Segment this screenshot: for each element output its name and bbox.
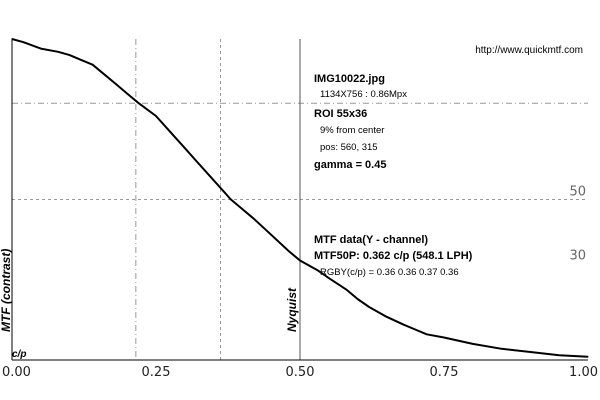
mtf-data-label: MTF data(Y - channel) — [314, 234, 428, 246]
data-point — [299, 259, 301, 262]
data-point — [558, 354, 560, 356]
data-point — [253, 218, 255, 220]
image-size: 1134X756 : 0.86Mpx — [320, 89, 407, 100]
x-tick-label: 0.75 — [430, 365, 459, 380]
data-point — [501, 348, 503, 350]
data-point — [587, 356, 589, 358]
roi-label: ROI 55x36 — [314, 108, 367, 120]
roi-position: 9% from center — [320, 125, 384, 136]
y-tick-labels: 50 30 — [569, 185, 586, 264]
data-point — [241, 208, 243, 210]
data-point — [103, 73, 105, 75]
data-point — [80, 59, 82, 61]
y-tick-label: 30 — [569, 249, 586, 264]
source-url: http://www.quickmtf.com — [475, 45, 583, 56]
data-point — [57, 51, 59, 53]
data-point — [287, 250, 290, 252]
data-point — [230, 198, 232, 201]
data-point — [155, 115, 157, 117]
data-point — [22, 41, 25, 43]
x-tick-labels: 0.00 0.25 0.50 0.75 1.00 — [2, 365, 598, 380]
data-point — [529, 351, 532, 353]
data-point — [385, 316, 387, 318]
mtf50p-label: MTF50P: 0.362 c/p (548.1 LPH) — [314, 250, 473, 262]
data-point — [213, 179, 215, 181]
data-point — [184, 147, 186, 149]
data-point — [40, 48, 42, 50]
x-tick-label: 0.25 — [142, 365, 171, 380]
x-tick-label: 0.50 — [286, 365, 315, 380]
rgby-label: RGBY(c/p) = 0.36 0.36 0.37 0.36 — [320, 267, 459, 278]
data-point — [472, 343, 474, 345]
data-point — [443, 336, 445, 339]
nyquist-label: Nyquist — [285, 287, 299, 332]
data-point — [195, 160, 197, 162]
data-point — [270, 234, 272, 236]
roi-pos: pos: 560, 315 — [320, 142, 378, 153]
data-point — [414, 328, 416, 331]
data-point — [345, 288, 347, 290]
data-point — [126, 92, 128, 95]
data-point — [316, 269, 318, 271]
data-point — [368, 306, 370, 308]
x-axis-label: c/p — [12, 349, 26, 360]
x-tick-label: 0.00 — [2, 365, 31, 380]
data-point — [403, 324, 405, 326]
data-point — [92, 64, 94, 66]
file-name: IMG10022.jpg — [314, 73, 385, 85]
x-tick-label: 1.00 — [569, 365, 598, 380]
y-tick-label: 50 — [569, 185, 586, 200]
data-point — [115, 83, 117, 85]
data-point — [426, 333, 428, 335]
data-point — [357, 298, 359, 300]
series-layer — [11, 38, 589, 358]
data-point — [328, 277, 330, 279]
data-point — [138, 102, 140, 104]
y-axis-label: MTF (contrast) — [0, 249, 13, 332]
data-point — [69, 54, 71, 56]
gamma-label: gamma = 0.45 — [314, 159, 386, 171]
data-point — [172, 134, 174, 136]
